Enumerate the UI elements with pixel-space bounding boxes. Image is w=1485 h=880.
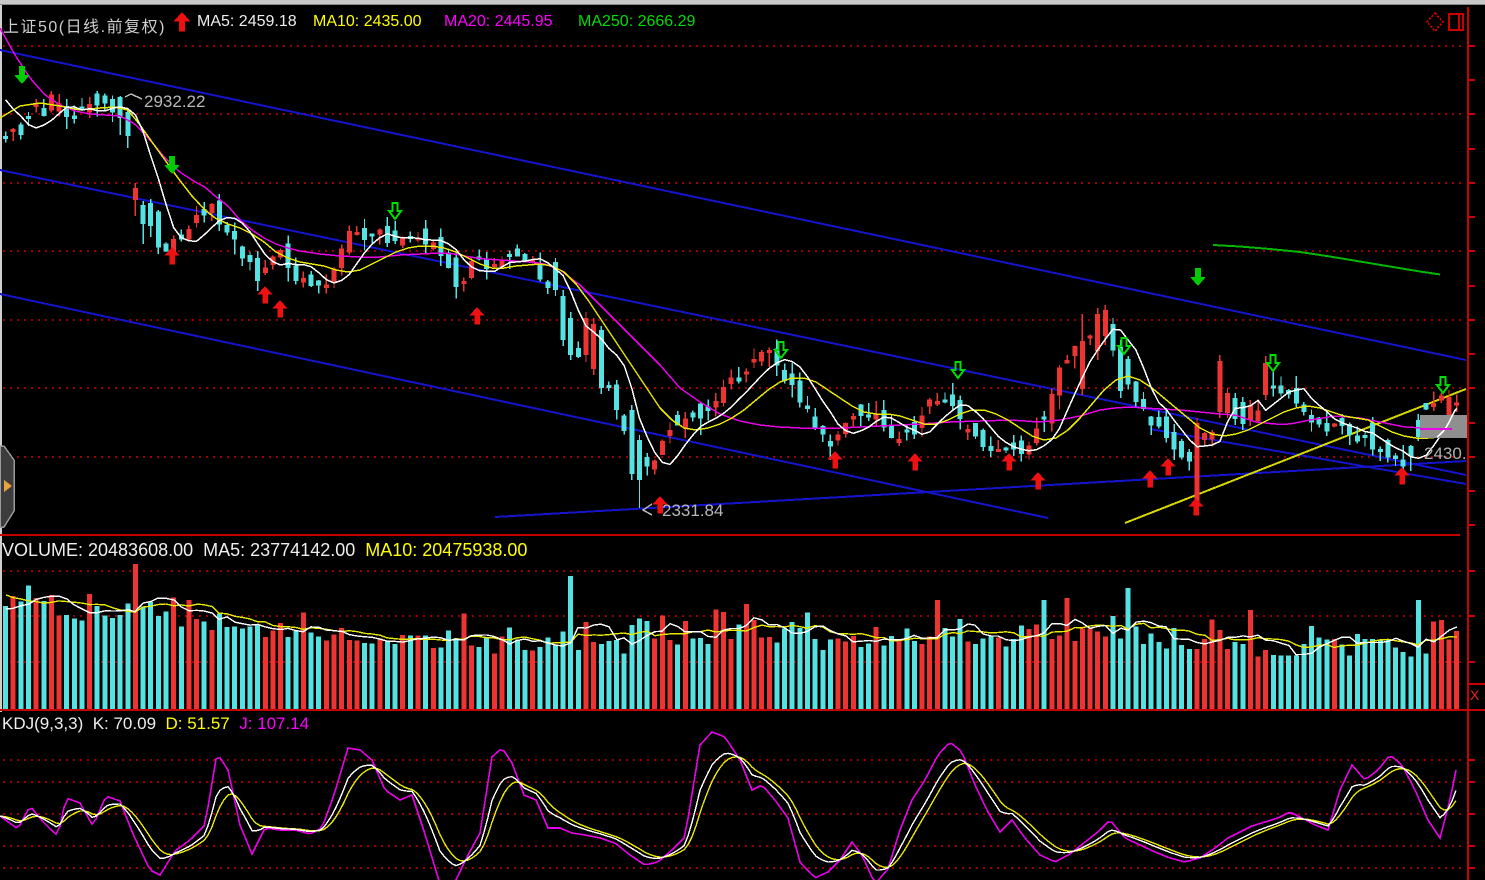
svg-text:2331.84: 2331.84: [662, 501, 723, 520]
svg-text:X: X: [1470, 687, 1480, 703]
svg-text:2932.22: 2932.22: [144, 92, 205, 111]
svg-text:2430.: 2430.: [1424, 444, 1467, 463]
